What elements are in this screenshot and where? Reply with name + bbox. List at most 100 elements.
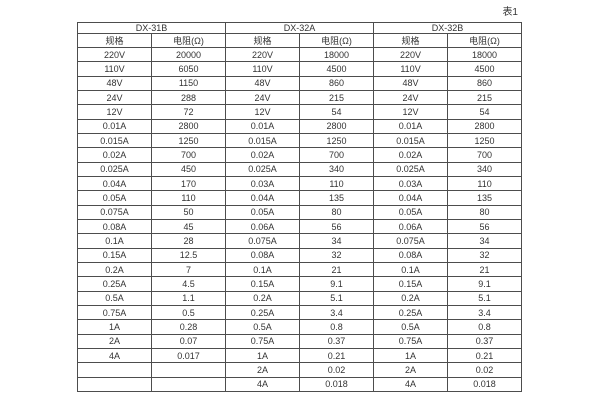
table-cell: 3.4 (299, 304, 375, 321)
table-cell: 0.02A (77, 147, 152, 163)
table-cell: 215 (299, 89, 375, 106)
table-row: 0.08A 45 0.06A 56 0.06A 56 (77, 218, 523, 235)
table-body: 220V 20000 220V 18000 220V 18000 110V 6050 110V 4… (77, 46, 523, 393)
table-cell (150, 362, 227, 378)
table-row: 0.01A 2800 0.01A 2800 0.01A 2800 (77, 118, 523, 134)
table-cell: 80 (447, 204, 523, 220)
table-cell: 4A (373, 376, 449, 393)
table-caption: 表1 (502, 7, 518, 18)
table-cell: 0.04A (225, 190, 301, 206)
table-cell: 0.1A (373, 261, 449, 278)
table-row: 0.2A 7 0.1A 21 0.1A 21 (77, 261, 523, 278)
table-cell: 0.075A (77, 204, 152, 220)
table-cell: 48V (77, 75, 152, 91)
table-cell: 0.02A (225, 147, 301, 163)
table-cell: 80 (299, 204, 375, 220)
table-cell: 1A (373, 347, 449, 364)
table-cell: 0.8 (299, 319, 375, 335)
table-cell: 9.1 (447, 276, 523, 292)
table-cell: 135 (299, 190, 375, 206)
table-cell: 110V (225, 61, 301, 77)
table-cell: 18000 (447, 46, 523, 63)
table-row: 48V 1150 48V 860 48V 860 (77, 75, 523, 91)
table-cell: 0.075A (225, 233, 301, 249)
table-row: 2A 0.07 0.75A 0.37 0.75A 0.37 (77, 333, 523, 349)
table-cell: 0.37 (299, 333, 375, 349)
table-cell: 0.5 (150, 304, 227, 321)
table-cell: 340 (299, 161, 375, 177)
table-cell: 110 (447, 175, 523, 192)
table-cell: 0.07 (150, 333, 227, 349)
table-row: 0.015A 1250 0.015A 1250 0.015A 1250 (77, 132, 523, 149)
table-cell: 12V (77, 104, 152, 120)
table-cell: 110V (77, 61, 152, 77)
table-row: 4A 0.017 1A 0.21 1A 0.21 (77, 347, 523, 364)
table-cell: 288 (150, 89, 227, 106)
table-row: 4A 0.018 4A 0.018 (77, 376, 523, 393)
table-cell: 700 (447, 147, 523, 163)
table-cell: 21 (299, 261, 375, 278)
table-cell: 170 (150, 175, 227, 192)
table-cell: 0.075A (373, 233, 449, 249)
table-cell: 215 (447, 89, 523, 106)
table-cell: 0.018 (299, 376, 375, 393)
table-cell: 0.017 (150, 347, 227, 364)
table-row: 0.75A 0.5 0.25A 3.4 0.25A 3.4 (77, 304, 523, 321)
column-header-resistance: 电阻(Ω) (447, 33, 523, 48)
table-cell: 6050 (150, 61, 227, 77)
table-cell: 4A (77, 347, 152, 364)
table-cell: 24V (225, 89, 301, 106)
table-cell: 0.025A (77, 161, 152, 177)
table-cell: 7 (150, 261, 227, 278)
table-cell: 860 (299, 75, 375, 91)
table-cell: 24V (373, 89, 449, 106)
table-cell: 1150 (150, 75, 227, 91)
table-row: 12V 72 12V 54 12V 54 (77, 104, 523, 120)
table-cell: 1.1 (150, 290, 227, 306)
table-cell: 32 (299, 247, 375, 263)
table-row: 0.075A 50 0.05A 80 0.05A 80 (77, 204, 523, 220)
table-cell: 0.8 (447, 319, 523, 335)
table-cell: 72 (150, 104, 227, 120)
table-cell: 860 (447, 75, 523, 91)
column-header-row: 规格 电阻(Ω) 规格 电阻(Ω) 规格 电阻(Ω) (77, 33, 523, 48)
table-cell: 0.02 (299, 362, 375, 378)
table-cell: 4500 (447, 61, 523, 77)
table-cell: 34 (447, 233, 523, 249)
table-cell: 0.018 (447, 376, 523, 393)
table-cell: 0.01A (373, 118, 449, 134)
table-row: 0.02A 700 0.02A 700 0.02A 700 (77, 147, 523, 163)
table-cell: 12.5 (150, 247, 227, 263)
table-cell: 700 (150, 147, 227, 163)
table-cell: 0.5A (373, 319, 449, 335)
table-cell (77, 362, 152, 378)
table-cell: 0.02 (447, 362, 523, 378)
table-cell: 56 (299, 218, 375, 235)
group-header-dx-32a: DX-32A (225, 22, 375, 34)
table-cell: 0.04A (373, 190, 449, 206)
column-header-resistance: 电阻(Ω) (299, 33, 375, 48)
table-row: 2A 0.02 2A 0.02 (77, 362, 523, 378)
table-cell: 2800 (447, 118, 523, 134)
table-cell: 0.1A (225, 261, 301, 278)
table-cell: 0.1A (77, 233, 152, 249)
table-cell: 5.1 (447, 290, 523, 306)
table-cell: 1250 (299, 132, 375, 149)
table-cell: 0.08A (77, 218, 152, 235)
table-cell: 21 (447, 261, 523, 278)
table-row: 0.05A 110 0.04A 135 0.04A 135 (77, 190, 523, 206)
column-header-resistance: 电阻(Ω) (150, 33, 227, 48)
table-cell: 2A (225, 362, 301, 378)
table-cell: 28 (150, 233, 227, 249)
table-cell: 2800 (299, 118, 375, 134)
table-cell (150, 376, 227, 393)
table-row: 220V 20000 220V 18000 220V 18000 (77, 46, 523, 63)
table-cell (77, 376, 152, 393)
table-cell: 1A (77, 319, 152, 335)
table-cell: 0.05A (225, 204, 301, 220)
table-cell: 0.25A (225, 304, 301, 321)
table-cell: 0.15A (225, 276, 301, 292)
table-cell: 0.02A (373, 147, 449, 163)
table-cell: 18000 (299, 46, 375, 63)
